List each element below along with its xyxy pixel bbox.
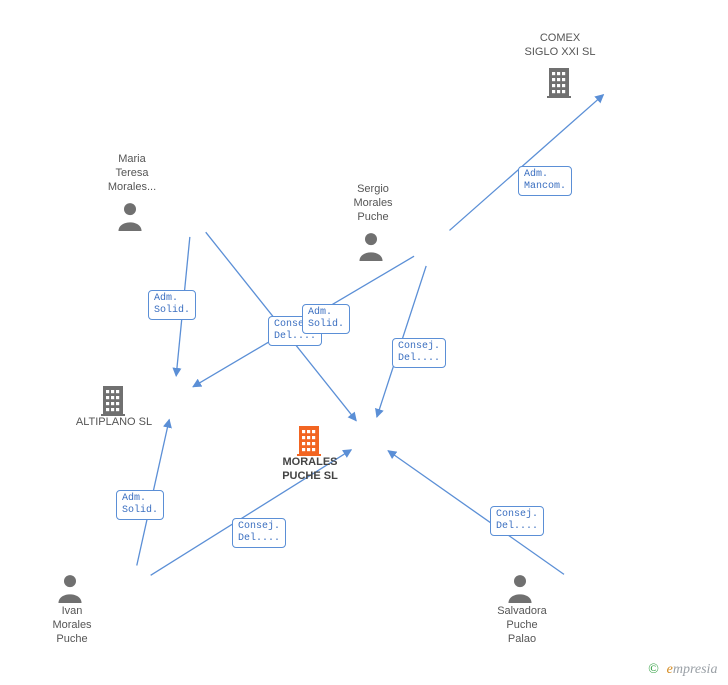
node-label: ALTIPLANO SL bbox=[54, 416, 174, 430]
person-icon bbox=[116, 201, 144, 231]
person-icon bbox=[56, 573, 84, 603]
copyright-symbol: © bbox=[648, 662, 659, 677]
edge bbox=[449, 95, 603, 231]
edge-label: Adm. Solid. bbox=[148, 290, 196, 320]
watermark: © empresia bbox=[648, 660, 717, 678]
edge-label: Adm. Solid. bbox=[116, 490, 164, 520]
brand-rest: mpresia bbox=[673, 662, 718, 677]
edge-label: Adm. Mancom. bbox=[518, 166, 572, 196]
company-icon bbox=[544, 66, 574, 98]
edge-label: Adm. Solid. bbox=[302, 304, 350, 334]
edge-label: Consej. Del.... bbox=[392, 338, 446, 368]
node-label: SergioMoralesPuche bbox=[313, 183, 433, 224]
person-icon bbox=[357, 231, 385, 261]
node-label: COMEXSIGLO XXI SL bbox=[500, 32, 620, 60]
edge-label: Consej. Del.... bbox=[232, 518, 286, 548]
node-label: IvanMoralesPuche bbox=[12, 605, 132, 646]
company-icon bbox=[98, 384, 128, 416]
edges-layer bbox=[0, 0, 728, 685]
node-label: MORALESPUCHE SL bbox=[250, 456, 370, 484]
node-label: SalvadoraPuchePalao bbox=[462, 605, 582, 646]
node-label: MariaTeresaMorales... bbox=[72, 153, 192, 194]
person-icon bbox=[506, 573, 534, 603]
edge-label: Consej. Del.... bbox=[490, 506, 544, 536]
company-icon bbox=[294, 424, 324, 456]
